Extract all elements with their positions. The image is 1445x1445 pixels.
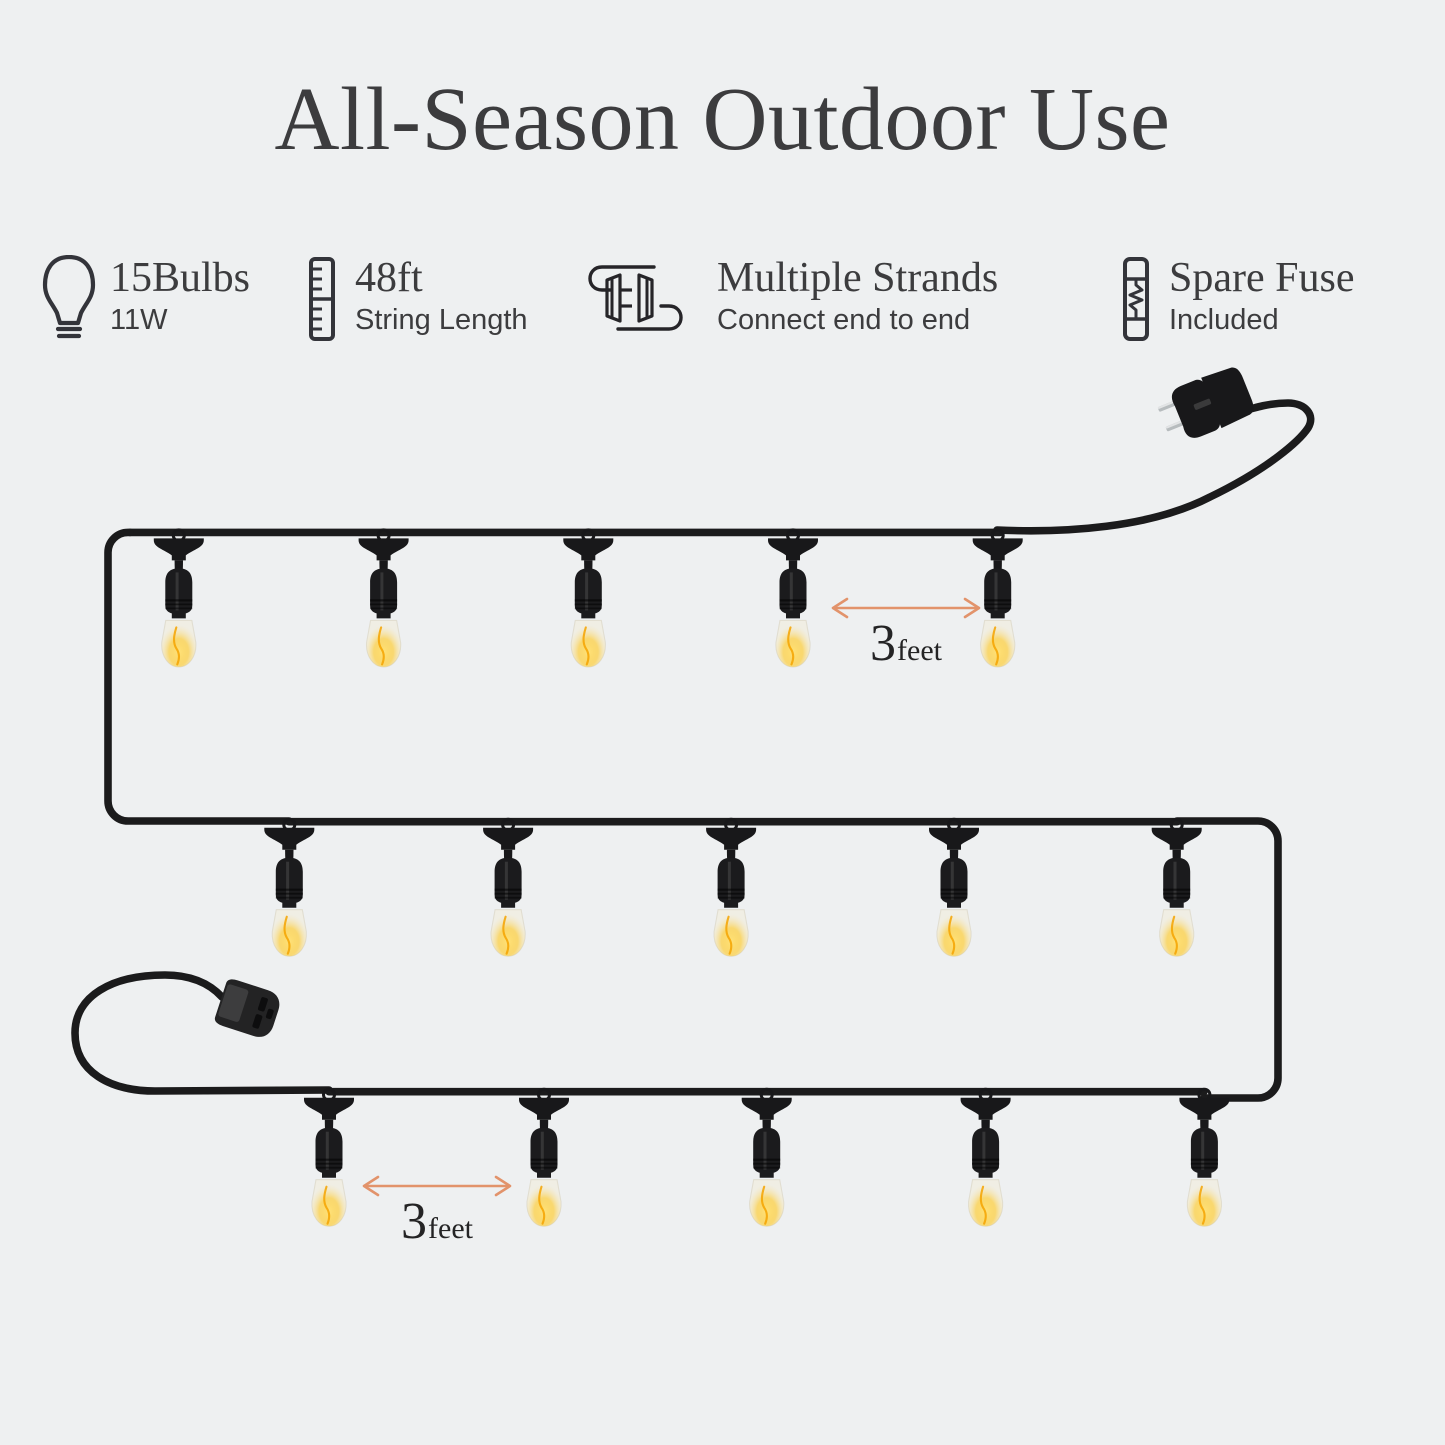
svg-text:3feet: 3feet [401, 1193, 474, 1250]
svg-text:3feet: 3feet [870, 615, 943, 672]
